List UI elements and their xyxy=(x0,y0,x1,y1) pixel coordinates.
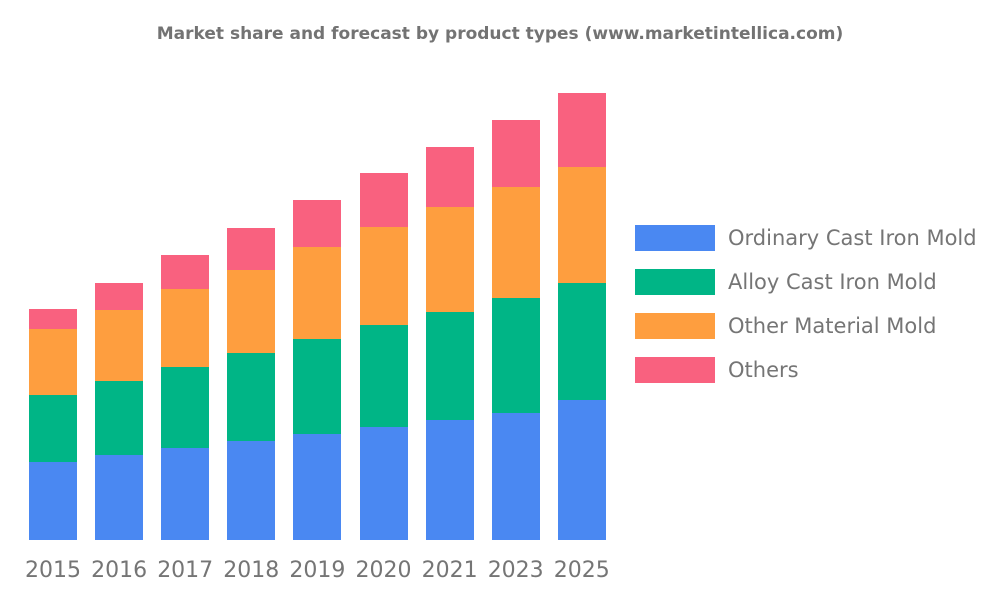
legend-item-other-material-mold: Other Material Mold xyxy=(635,313,977,339)
bar-segment-others-2025 xyxy=(557,93,606,167)
bar-segment-alloy-cast-iron-mold-2016 xyxy=(95,381,144,455)
x-axis-label-2020: 2020 xyxy=(355,558,412,583)
x-axis-label-2021: 2021 xyxy=(421,558,478,583)
bar-segment-alloy-cast-iron-mold-2023 xyxy=(491,298,540,413)
bar-segment-ordinary-cast-iron-mold-2017 xyxy=(161,448,210,540)
legend-swatch-others xyxy=(635,357,715,383)
bar-segment-ordinary-cast-iron-mold-2023 xyxy=(491,413,540,540)
bar-segment-ordinary-cast-iron-mold-2020 xyxy=(359,427,408,540)
bar-segment-ordinary-cast-iron-mold-2018 xyxy=(227,441,276,540)
legend: Ordinary Cast Iron Mold Alloy Cast Iron M… xyxy=(635,225,977,401)
bar-segment-others-2023 xyxy=(491,120,540,187)
bar-segment-other-material-mold-2018 xyxy=(227,270,276,353)
x-axis-label-2019: 2019 xyxy=(289,558,346,583)
bar-segment-alloy-cast-iron-mold-2021 xyxy=(425,312,474,420)
bar-segment-alloy-cast-iron-mold-2019 xyxy=(293,339,342,434)
bar-segment-others-2020 xyxy=(359,173,408,227)
legend-label-ordinary-cast-iron-mold: Ordinary Cast Iron Mold xyxy=(728,226,977,250)
bar-segment-other-material-mold-2025 xyxy=(557,167,606,283)
x-axis-label-2017: 2017 xyxy=(157,558,214,583)
bar-segment-alloy-cast-iron-mold-2015 xyxy=(29,395,77,462)
legend-label-other-material-mold: Other Material Mold xyxy=(728,314,937,338)
bar-segment-other-material-mold-2023 xyxy=(491,187,540,298)
bar-segment-others-2019 xyxy=(293,200,342,247)
bar-segment-others-2015 xyxy=(29,309,77,329)
bar-segment-alloy-cast-iron-mold-2020 xyxy=(359,325,408,427)
legend-item-others: Others xyxy=(635,357,977,383)
legend-item-alloy-cast-iron-mold: Alloy Cast Iron Mold xyxy=(635,269,977,295)
x-axis-label-2025: 2025 xyxy=(553,558,610,583)
bar-segment-ordinary-cast-iron-mold-2016 xyxy=(95,455,144,540)
x-axis-label-2016: 2016 xyxy=(91,558,148,583)
bar-segment-others-2021 xyxy=(425,147,474,207)
bar-segment-other-material-mold-2021 xyxy=(425,207,474,312)
chart-title: Market share and forecast by product typ… xyxy=(156,24,844,44)
bar-segment-others-2016 xyxy=(95,283,144,310)
bar-segment-others-2018 xyxy=(227,228,276,270)
bar-segment-other-material-mold-2017 xyxy=(161,289,210,367)
legend-swatch-alloy-cast-iron-mold xyxy=(635,269,715,295)
bar-segment-alloy-cast-iron-mold-2017 xyxy=(161,367,210,448)
bar-segment-other-material-mold-2016 xyxy=(95,310,144,381)
legend-swatch-ordinary-cast-iron-mold xyxy=(635,225,715,251)
x-axis-label-2018: 2018 xyxy=(223,558,280,583)
x-axis-label-2023: 2023 xyxy=(487,558,544,583)
bar-segment-ordinary-cast-iron-mold-2015 xyxy=(29,462,77,540)
legend-label-alloy-cast-iron-mold: Alloy Cast Iron Mold xyxy=(728,270,937,294)
x-axis-label-2015: 2015 xyxy=(25,558,81,583)
bar-segment-alloy-cast-iron-mold-2018 xyxy=(227,353,276,441)
bar-segment-other-material-mold-2020 xyxy=(359,227,408,325)
bar-segment-other-material-mold-2019 xyxy=(293,247,342,339)
bar-segment-other-material-mold-2015 xyxy=(29,329,77,395)
bar-segment-ordinary-cast-iron-mold-2019 xyxy=(293,434,342,540)
bar-segment-alloy-cast-iron-mold-2025 xyxy=(557,283,606,400)
legend-label-others: Others xyxy=(728,358,799,382)
bar-segment-ordinary-cast-iron-mold-2021 xyxy=(425,420,474,540)
bar-segment-ordinary-cast-iron-mold-2025 xyxy=(557,400,606,540)
bar-segment-others-2017 xyxy=(161,255,210,289)
legend-swatch-other-material-mold xyxy=(635,313,715,339)
legend-item-ordinary-cast-iron-mold: Ordinary Cast Iron Mold xyxy=(635,225,977,251)
